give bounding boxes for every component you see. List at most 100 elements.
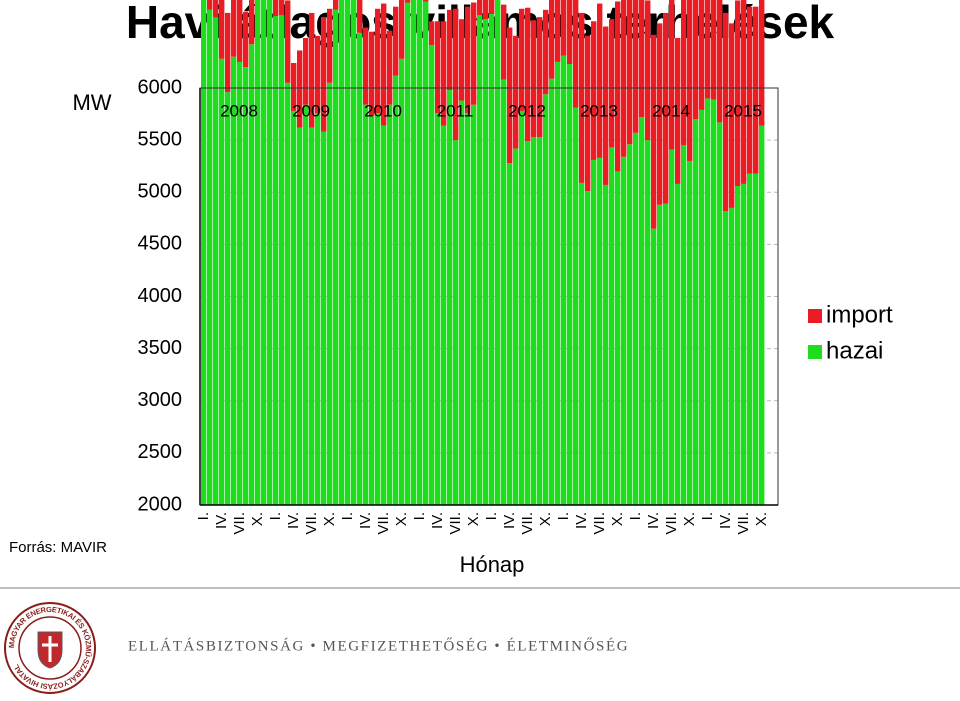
bar-segment (399, 0, 405, 59)
bar-segment (393, 75, 399, 506)
bar-segment (315, 113, 321, 506)
bar-segment (441, 21, 447, 126)
x-tick-label: I. (483, 512, 500, 520)
bar-segment (747, 173, 753, 506)
bar-segment (681, 145, 687, 505)
bar-segment (321, 131, 327, 505)
bar-segment (357, 0, 363, 33)
bar-segment (231, 0, 237, 57)
bar-segment (423, 0, 429, 2)
bar-segment (519, 110, 525, 505)
bar-segment (369, 116, 375, 506)
bar-segment (705, 0, 711, 99)
bar-segment (309, 127, 315, 506)
bar-segment (453, 8, 459, 141)
x-tick-label: X. (681, 512, 698, 526)
footer-slogan: ELLÁTÁSBIZTONSÁG • MEGFIZETHETŐSÉG • ÉLE… (128, 637, 629, 654)
bar-segment (525, 7, 531, 142)
x-tick-label: IV. (717, 512, 734, 529)
bar-segment (309, 12, 315, 128)
bar-segment (621, 0, 627, 157)
bar-segment (267, 0, 273, 505)
bar-segment (423, 1, 429, 505)
x-tick-label: VII. (231, 512, 248, 535)
x-tick-label: IV. (645, 512, 662, 529)
bar-segment (459, 19, 465, 101)
bar-segment (711, 99, 717, 505)
bar-segment (285, 82, 291, 505)
bar-segment (207, 0, 213, 10)
x-tick-label: I. (411, 512, 428, 520)
bar-segment (369, 31, 375, 117)
bar-segment (669, 0, 675, 150)
bar-segment (753, 173, 759, 506)
bar-segment (531, 20, 537, 137)
bar-segment (651, 34, 657, 229)
bar-segment (483, 19, 489, 505)
x-tick-label: X. (537, 512, 554, 526)
bar-segment (711, 0, 717, 100)
bar-segment (627, 144, 633, 506)
bar-segment (729, 23, 735, 208)
bar-segment (339, 0, 345, 505)
bar-segment (723, 211, 729, 505)
x-tick-label: IV. (213, 512, 230, 529)
bar-segment (561, 0, 567, 56)
bar-segment (567, 64, 573, 506)
bar-segment (231, 56, 237, 505)
bar-segment (471, 2, 477, 105)
x-tick-label: VII. (447, 512, 464, 535)
bar-segment (735, 185, 741, 505)
bar-segment (327, 8, 333, 83)
x-tick-label: IV. (501, 512, 518, 529)
legend-swatch (808, 345, 822, 359)
x-tick-label: I. (699, 512, 716, 520)
bar-segment (729, 207, 735, 505)
bar-segment (225, 12, 231, 93)
bar-segment (465, 113, 471, 506)
bar-segment (579, 182, 585, 505)
bar-segment (321, 17, 327, 132)
bar-segment (273, 16, 279, 505)
bar-segment (549, 0, 555, 79)
bar-segment (675, 183, 681, 505)
bar-segment (333, 0, 339, 10)
bar-segment (591, 21, 597, 160)
bar-segment (645, 0, 651, 141)
source: Forrás: MAVIR (9, 539, 107, 556)
bar-segment (273, 0, 279, 17)
bar-segment (249, 44, 255, 506)
bar-segment (693, 119, 699, 506)
y-tick-label: 2000 (138, 493, 183, 515)
bar-segment (543, 9, 549, 95)
bar-segment (405, 0, 411, 3)
bar-segment (699, 0, 705, 110)
x-tick-label: VII. (591, 512, 608, 535)
bar-segment (243, 11, 249, 68)
bar-segment (735, 0, 741, 186)
bar-segment (657, 204, 663, 505)
bar-segment (489, 0, 495, 14)
bar-segment (657, 23, 663, 205)
bar-segment (525, 141, 531, 506)
bar-segment (399, 58, 405, 506)
bar-segment (501, 4, 507, 80)
bar-segment (615, 1, 621, 172)
bar-segment (645, 140, 651, 505)
bar-segment (633, 132, 639, 505)
bar-segment (579, 12, 585, 183)
bar-segment (693, 0, 699, 120)
x-tick-label: IV. (285, 512, 302, 529)
y-tick-label: 3500 (138, 337, 183, 359)
bar-segment (561, 55, 567, 506)
bar-segment (441, 125, 447, 505)
x-tick-label: I. (555, 512, 572, 520)
bar-segment (609, 147, 615, 506)
x-tick-label: IV. (429, 512, 446, 529)
bar-segment (753, 6, 759, 174)
y-tick-label: 4000 (138, 285, 183, 307)
bar-segment (363, 27, 369, 105)
year-label: 2010 (364, 101, 402, 120)
bar-segment (687, 0, 693, 161)
year-label: 2009 (292, 101, 330, 120)
